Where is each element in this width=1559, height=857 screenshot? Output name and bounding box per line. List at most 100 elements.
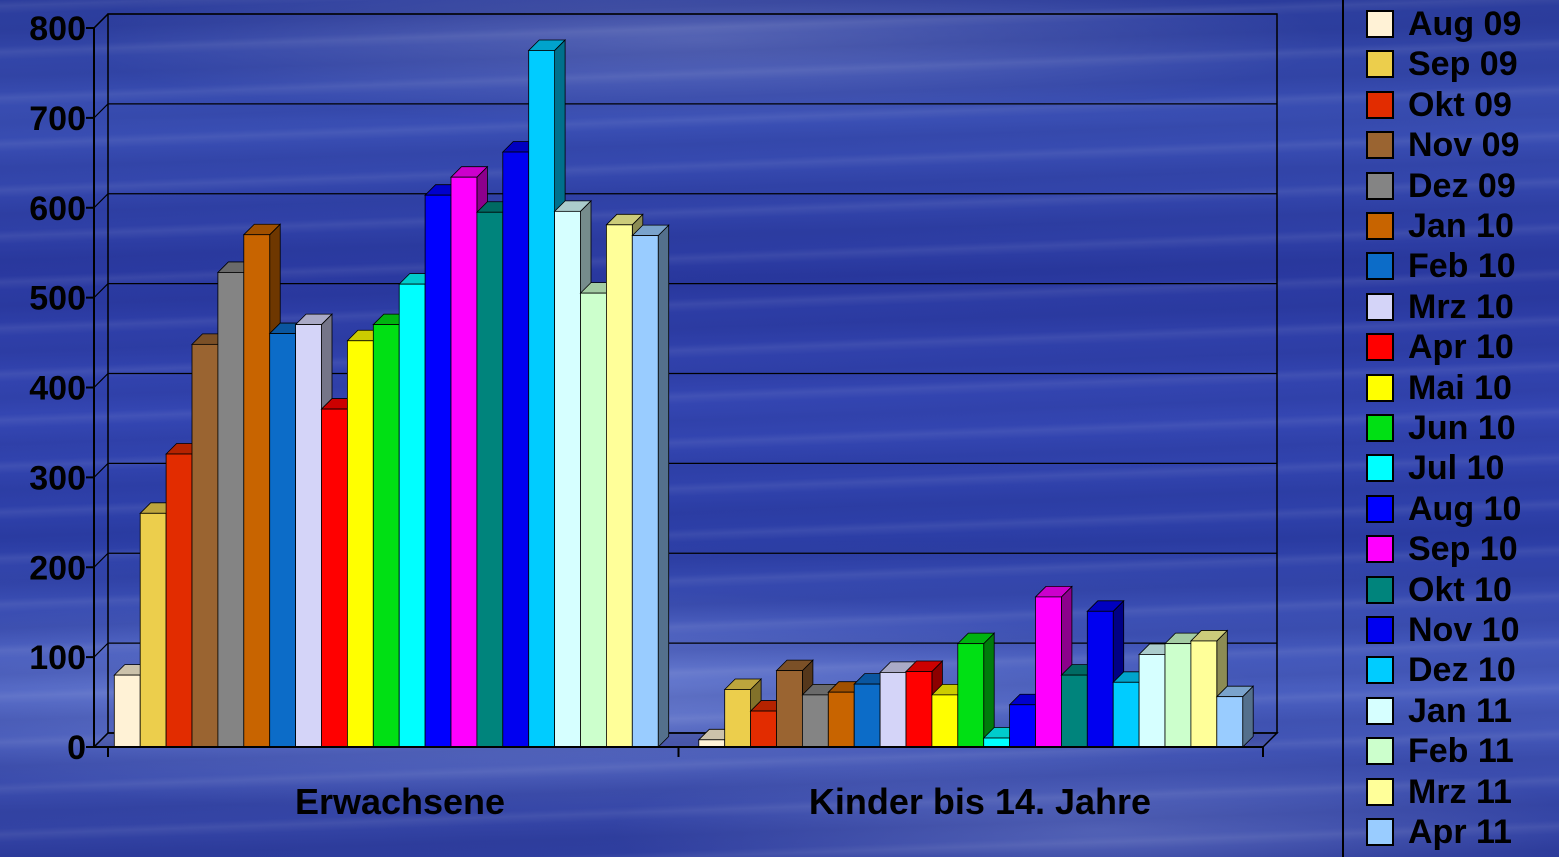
legend-swatch bbox=[1366, 131, 1394, 160]
legend-label: Dez 09 bbox=[1408, 166, 1516, 205]
legend-label: Apr 11 bbox=[1408, 813, 1512, 851]
bar-front bbox=[321, 408, 348, 748]
bar-front bbox=[295, 324, 322, 748]
bar-front bbox=[243, 234, 271, 748]
bar-front bbox=[905, 671, 933, 748]
bar-side bbox=[657, 224, 670, 748]
legend-item: Sep 09 bbox=[1366, 44, 1518, 84]
y-tick-label: 500 bbox=[29, 280, 86, 318]
category-label-erwachsene: Erwachsene bbox=[295, 781, 505, 822]
y-tick-label: 700 bbox=[29, 100, 86, 138]
bar-front bbox=[554, 210, 581, 748]
legend-item: Dez 09 bbox=[1366, 166, 1516, 206]
legend-swatch bbox=[1366, 656, 1394, 685]
gridline-side bbox=[93, 642, 109, 658]
bar-front bbox=[750, 710, 777, 748]
bar-front bbox=[724, 689, 752, 748]
legend-label: Okt 10 bbox=[1408, 570, 1512, 609]
bar-front bbox=[1138, 654, 1166, 748]
legend-item: Feb 10 bbox=[1366, 246, 1516, 286]
bar-front bbox=[165, 453, 193, 748]
legend-item: Nov 09 bbox=[1366, 125, 1520, 165]
legend-label: Okt 09 bbox=[1408, 85, 1512, 124]
bar-front bbox=[827, 691, 855, 748]
bar-front bbox=[1086, 610, 1114, 748]
y-tick-label: 400 bbox=[29, 370, 86, 408]
bar-front bbox=[372, 324, 400, 748]
legend-item: Mrz 11 bbox=[1366, 772, 1512, 812]
legend-swatch bbox=[1366, 777, 1394, 806]
bar-front bbox=[853, 683, 881, 748]
legend-item: Aug 09 bbox=[1366, 4, 1521, 44]
bar-front bbox=[983, 737, 1011, 748]
legend-label: Jan 10 bbox=[1408, 207, 1514, 245]
legend-label: Nov 10 bbox=[1408, 611, 1520, 649]
legend-swatch bbox=[1366, 10, 1394, 38]
legend-swatch bbox=[1366, 696, 1394, 725]
legend-item: Jul 10 bbox=[1366, 448, 1504, 488]
legend-label: Dez 10 bbox=[1408, 651, 1516, 690]
bar-front bbox=[476, 211, 504, 748]
legend-swatch bbox=[1366, 373, 1394, 402]
legend-label: Mrz 10 bbox=[1408, 287, 1514, 326]
gridline-side bbox=[93, 373, 109, 388]
legend-swatch bbox=[1366, 333, 1394, 362]
y-tick-label: 600 bbox=[29, 190, 86, 228]
bar-apr-11-erwachsene bbox=[631, 224, 670, 748]
category-label-kinder: Kinder bis 14. Jahre bbox=[809, 781, 1151, 822]
legend-label: Nov 09 bbox=[1408, 126, 1520, 165]
bar-front bbox=[802, 694, 829, 748]
legend-label: Mrz 11 bbox=[1408, 772, 1512, 811]
legend-swatch bbox=[1366, 292, 1394, 321]
legend: Aug 09 Sep 09 Okt 09 Nov 09 Dez 09 Jan 10 Feb … bbox=[1342, 0, 1559, 857]
y-tick-label: 100 bbox=[29, 639, 86, 677]
legend-swatch bbox=[1366, 252, 1394, 281]
bar-front bbox=[217, 272, 245, 748]
bar-front bbox=[113, 674, 141, 748]
legend-swatch bbox=[1366, 212, 1394, 240]
y-axis: 0 100 200 300 400 500 600 700 800 bbox=[29, 10, 95, 767]
legend-item: Mai 10 bbox=[1366, 368, 1512, 408]
bar-front bbox=[424, 194, 452, 748]
legend-swatch bbox=[1366, 50, 1394, 79]
y-tick-label: 0 bbox=[67, 729, 86, 767]
legend-label: Mai 10 bbox=[1408, 368, 1512, 407]
gridline-side bbox=[93, 103, 109, 119]
legend-swatch bbox=[1366, 454, 1394, 483]
bars bbox=[113, 39, 1255, 748]
bar-front bbox=[1216, 696, 1244, 748]
bar-front bbox=[776, 670, 803, 748]
legend-swatch bbox=[1366, 90, 1394, 119]
bar-front bbox=[528, 50, 556, 748]
legend-swatch bbox=[1366, 494, 1394, 523]
bar-front bbox=[346, 340, 374, 748]
bar-front bbox=[450, 176, 478, 748]
legend-item: Feb 11 bbox=[1366, 731, 1514, 771]
bar-front bbox=[631, 235, 659, 748]
bar-front bbox=[1035, 596, 1062, 748]
legend-item: Okt 09 bbox=[1366, 85, 1512, 125]
bar-mrz-11-kinder bbox=[1189, 629, 1229, 748]
legend-item: Jan 10 bbox=[1366, 206, 1514, 246]
legend-label: Jun 10 bbox=[1408, 409, 1516, 447]
bar-front bbox=[931, 694, 959, 748]
y-tick-label: 300 bbox=[29, 459, 86, 497]
y-tick-label: 800 bbox=[29, 10, 86, 48]
legend-item: Apr 10 bbox=[1366, 327, 1514, 367]
legend-swatch bbox=[1366, 616, 1394, 644]
bar-front bbox=[191, 343, 219, 748]
legend-label: Sep 09 bbox=[1408, 45, 1518, 84]
legend-label: Sep 10 bbox=[1408, 530, 1518, 569]
legend-swatch bbox=[1366, 535, 1394, 564]
legend-swatch bbox=[1366, 171, 1394, 200]
legend-label: Feb 11 bbox=[1408, 732, 1514, 771]
bar-sep-10-kinder bbox=[1034, 585, 1073, 748]
gridline-side bbox=[93, 13, 109, 29]
legend-item: Apr 11 bbox=[1366, 812, 1512, 852]
bar-front bbox=[269, 333, 297, 748]
legend-label: Feb 10 bbox=[1408, 247, 1516, 286]
legend-item: Jun 10 bbox=[1366, 408, 1516, 448]
bar-front bbox=[1112, 681, 1140, 748]
legend-swatch bbox=[1366, 737, 1394, 766]
